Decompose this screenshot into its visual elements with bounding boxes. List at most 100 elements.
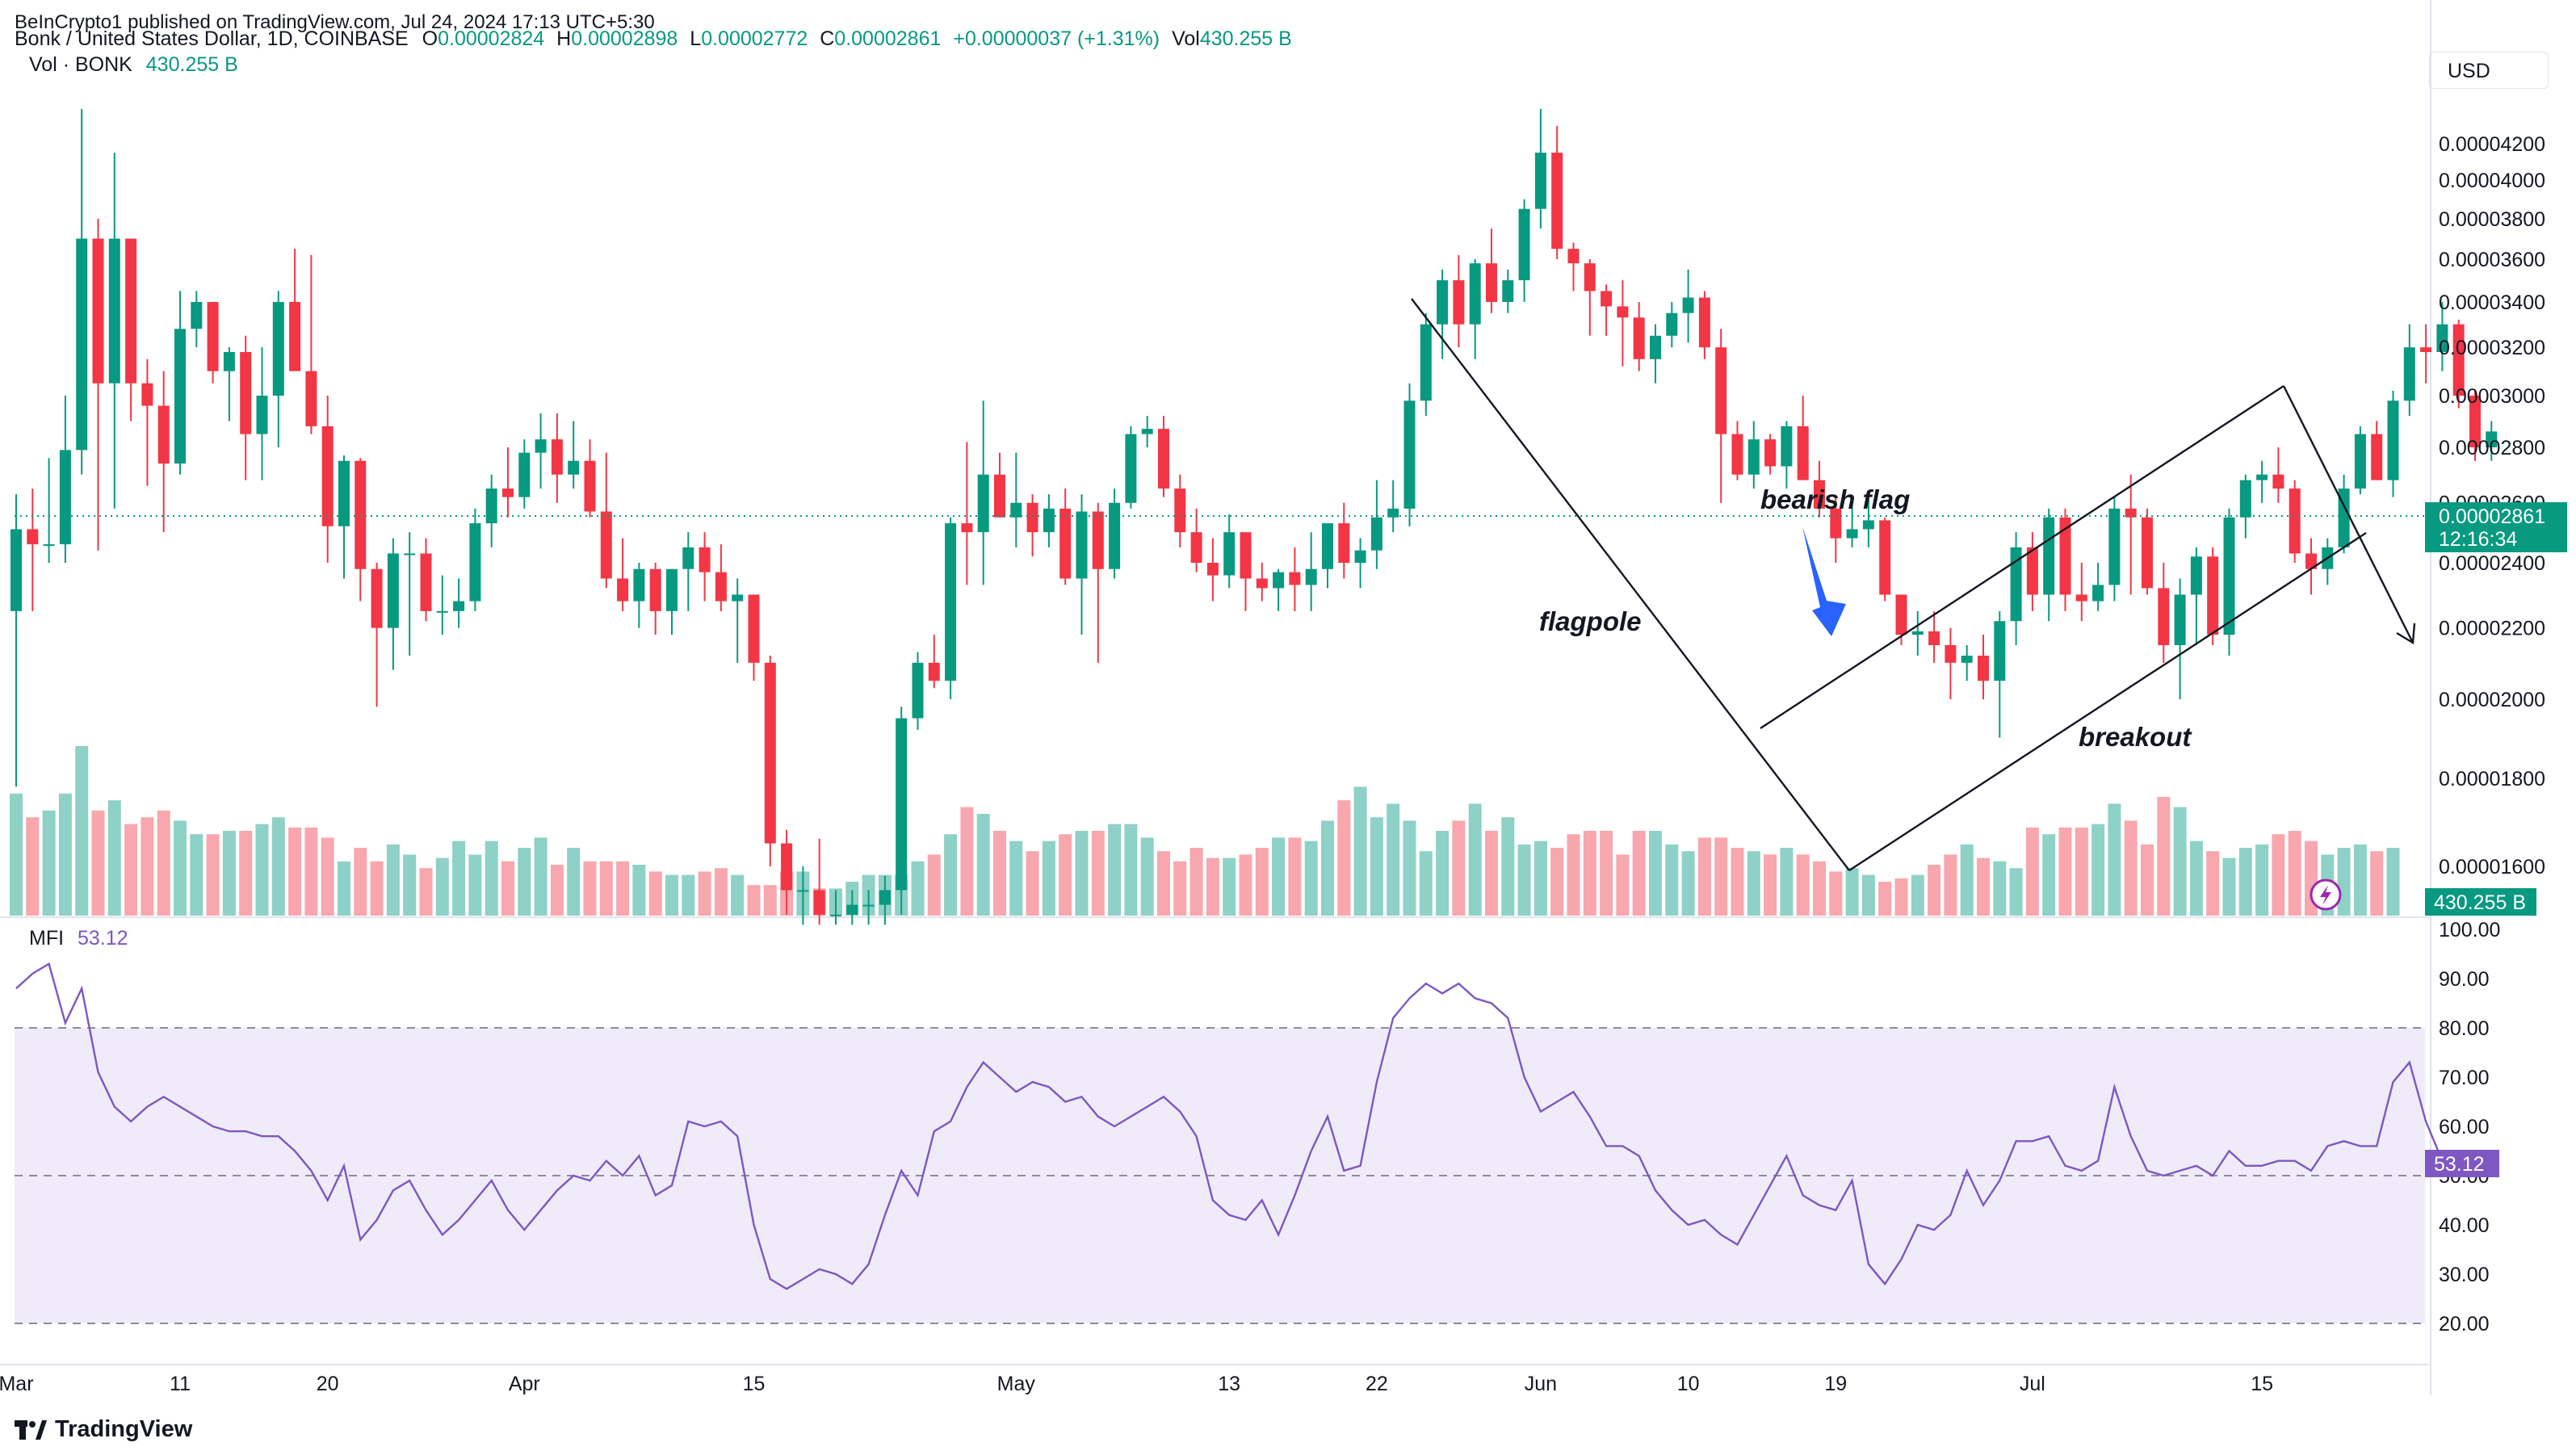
volume-bar xyxy=(1108,824,1122,916)
volume-bar xyxy=(26,817,40,916)
volume-bar xyxy=(206,834,220,916)
volume-bar xyxy=(1321,820,1334,916)
current-price-badge xyxy=(2425,502,2567,552)
candle-body xyxy=(1682,297,1694,313)
volume-bar xyxy=(1649,831,1662,916)
candle-body xyxy=(1911,631,1924,635)
volume-bar xyxy=(419,868,433,916)
volume-bar xyxy=(42,810,56,916)
mfi-axis-label: 40.00 xyxy=(2439,1214,2490,1237)
volume-bar xyxy=(1124,824,1138,916)
volume-legend-label[interactable]: Vol · BONK xyxy=(29,53,132,76)
candle-body xyxy=(1978,656,1989,681)
candle-body xyxy=(715,572,727,602)
mfi-axis-label: 60.00 xyxy=(2439,1116,2490,1138)
candle-body xyxy=(2305,553,2317,569)
candle-body xyxy=(961,523,973,533)
volume-bar xyxy=(1813,861,1826,916)
annotation-bearish-flag: bearish flag xyxy=(1760,484,1910,514)
currency-button[interactable]: USD xyxy=(2429,52,2549,89)
candle-body xyxy=(1026,502,1038,533)
candle-body xyxy=(272,301,284,396)
candle-body xyxy=(207,301,219,371)
candle-body xyxy=(1223,532,1236,576)
volume-bar xyxy=(386,844,400,916)
candle-body xyxy=(469,523,481,602)
annotation-breakout: breakout xyxy=(2079,722,2192,752)
candle-body xyxy=(1551,153,1563,249)
flagpole-line[interactable] xyxy=(1411,298,1850,871)
candle-body xyxy=(1781,426,1793,467)
volume-bar xyxy=(1452,820,1466,916)
volume-bar xyxy=(1288,837,1302,916)
candle-body xyxy=(1486,263,1497,302)
mfi-axis-label: 20.00 xyxy=(2439,1313,2490,1335)
volume-bar xyxy=(1550,848,1564,916)
volume-bar xyxy=(763,885,777,916)
candle-body xyxy=(1633,317,1645,359)
time-axis-label: 15 xyxy=(743,1373,766,1395)
volume-bar xyxy=(1697,837,1711,916)
candle-body xyxy=(371,568,383,628)
projection-arrow-line[interactable] xyxy=(2282,385,2414,644)
volume-bar xyxy=(2091,824,2105,916)
candle-body xyxy=(649,568,661,611)
low-value: 0.00002772 xyxy=(701,27,808,50)
volume-bar xyxy=(944,834,958,916)
candle-body xyxy=(420,553,432,611)
symbol-name[interactable]: Bonk / United States Dollar, 1D, COINBAS… xyxy=(15,27,409,50)
candle-body xyxy=(2059,517,2071,595)
candle-body xyxy=(568,460,580,475)
candle-body xyxy=(289,301,301,371)
volume-bar xyxy=(2189,841,2203,916)
candle-body xyxy=(2026,547,2038,595)
volume-bar xyxy=(2206,851,2220,916)
candle-body xyxy=(191,301,203,329)
mfi-legend-label[interactable]: MFI xyxy=(29,927,65,950)
candle-body xyxy=(2142,517,2153,589)
time-axis-label: 10 xyxy=(1677,1373,1700,1395)
volume-bar xyxy=(976,814,990,916)
volume-bar xyxy=(338,861,350,916)
candle-body xyxy=(1256,578,1268,589)
volume-bar xyxy=(1468,803,1482,916)
time-axis-label: Apr xyxy=(509,1373,540,1395)
volume-bar xyxy=(747,885,761,916)
candle-body xyxy=(2043,517,2055,595)
candle-body xyxy=(896,718,908,891)
mfi-line[interactable] xyxy=(15,962,2444,1290)
flag-lower-line[interactable] xyxy=(1848,531,2367,872)
volume-bar xyxy=(2370,851,2384,916)
candle-body xyxy=(633,568,645,602)
volume-bar xyxy=(1878,882,1892,916)
volume-bar xyxy=(993,831,1006,916)
mfi-axis-label: 100.00 xyxy=(2439,919,2500,941)
mfi-axis-label: 90.00 xyxy=(2439,968,2490,991)
volume-bar xyxy=(190,834,203,916)
volume-bar xyxy=(927,854,941,916)
volume-bar xyxy=(518,848,531,916)
volume-bar xyxy=(10,793,23,916)
time-axis-label: 15 xyxy=(2251,1373,2273,1395)
tradingview-logo[interactable]: TradingView xyxy=(15,1416,192,1443)
candle-body xyxy=(125,238,137,384)
candle-body xyxy=(108,238,120,384)
candle-body xyxy=(10,529,22,611)
volume-bar xyxy=(1353,786,1367,916)
candle-body xyxy=(2403,347,2415,401)
price-axis-label: 0.00001800 xyxy=(2439,768,2545,790)
candle-body xyxy=(1240,532,1252,579)
flag-upper-line[interactable] xyxy=(1760,384,2284,730)
candle-body xyxy=(518,452,531,497)
volume-bar xyxy=(1928,865,1941,916)
volume-bar xyxy=(1403,820,1416,916)
candle-body xyxy=(2174,594,2186,645)
price-axis-label: 0.00003200 xyxy=(2439,337,2545,359)
volume-bar xyxy=(1189,848,1203,916)
candle-body xyxy=(1403,400,1416,509)
volume-bar xyxy=(1731,848,1744,916)
volume-bar xyxy=(124,824,138,916)
volume-bar xyxy=(1337,800,1351,916)
volume-bar xyxy=(698,871,711,916)
